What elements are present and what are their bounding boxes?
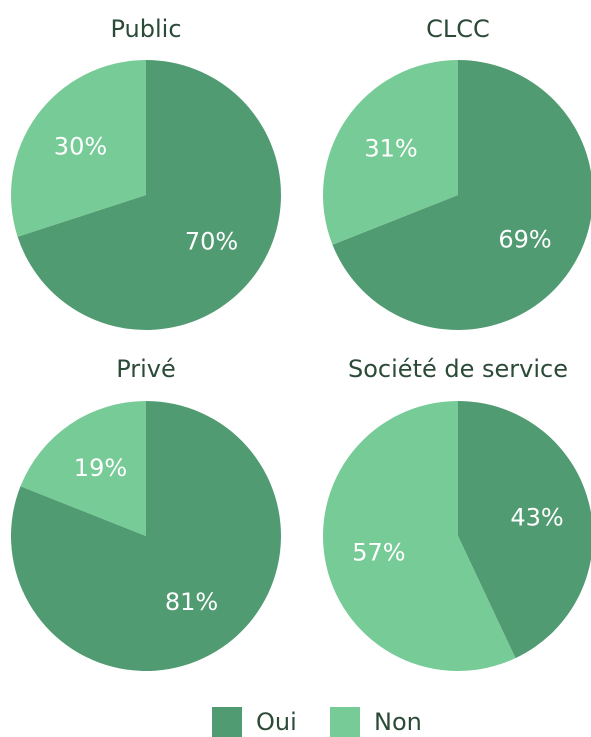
pie-slice: [10, 401, 281, 671]
pie-slice: [323, 60, 458, 245]
legend-swatch: [330, 707, 360, 737]
slice-label: 19%: [74, 454, 127, 482]
pie-slice: [332, 60, 591, 330]
pie-slice: [20, 401, 146, 536]
pie-slice: [323, 401, 516, 671]
legend-label: Non: [374, 708, 422, 736]
slice-label: 70%: [185, 228, 238, 256]
legend-label: Oui: [256, 708, 297, 736]
pie-slice: [10, 60, 147, 237]
pie-title: Public: [110, 15, 181, 43]
slice-label: 30%: [54, 132, 107, 160]
pie-slice: [17, 60, 282, 330]
slice-label: 31%: [364, 134, 417, 162]
slice-label: 43%: [510, 503, 563, 531]
pie-title: CLCC: [426, 15, 490, 43]
legend-swatch: [212, 707, 242, 737]
slice-label: 57%: [352, 539, 405, 567]
pie-title: Société de service: [348, 355, 568, 383]
pie-title: Privé: [116, 355, 176, 383]
slice-label: 69%: [498, 226, 551, 254]
slice-label: 81%: [165, 588, 218, 616]
pie-slice: [458, 401, 591, 659]
